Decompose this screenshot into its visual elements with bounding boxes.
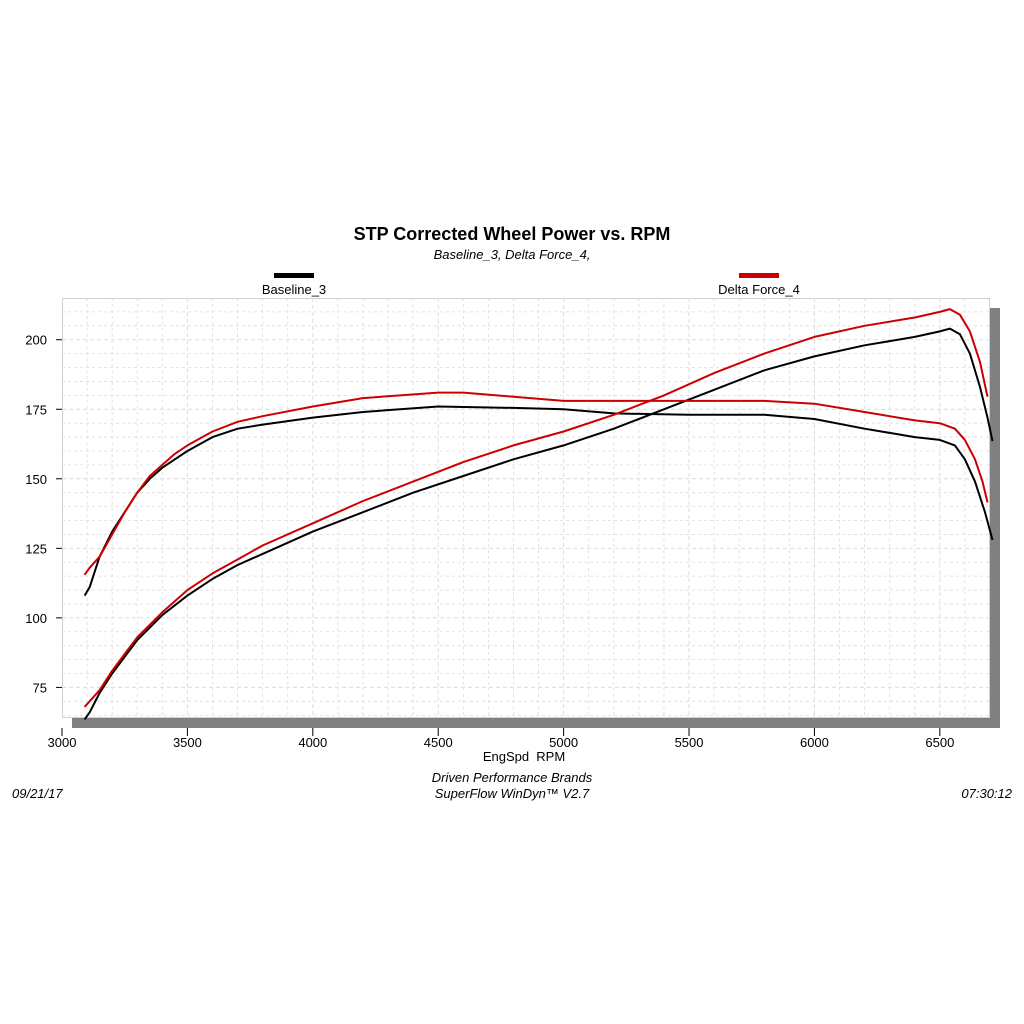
chart-title: STP Corrected Wheel Power vs. RPM [353, 224, 671, 244]
legend-item-delta-force: Delta Force_4 [679, 273, 839, 297]
y-tick-label: 150 [25, 472, 47, 487]
x-tick-label: 4500 [424, 735, 453, 750]
x-tick-label: 6500 [925, 735, 954, 750]
legend-swatch-baseline [274, 273, 314, 278]
x-axis-label: EngSpd RPM [483, 749, 565, 764]
series-line-baseline-torque-like [83, 405, 994, 597]
series-line-delta-force-torque-like [83, 391, 989, 576]
legend-label-delta-force: Delta Force_4 [718, 282, 800, 297]
footer-date: 09/21/17 [12, 786, 63, 801]
footer-company: Driven Performance Brands [431, 770, 593, 785]
footer-software: SuperFlow WinDyn™ V2.7 [434, 786, 590, 801]
legend-label-baseline: Baseline_3 [261, 282, 327, 297]
x-tick-label: 4000 [298, 735, 327, 750]
x-tick-label: 5000 [549, 735, 578, 750]
y-tick-label: 75 [33, 680, 47, 695]
y-tick-label: 125 [25, 541, 47, 556]
x-tick-label: 5500 [675, 735, 704, 750]
series-layer [83, 308, 994, 720]
x-tick-label: 6000 [800, 735, 829, 750]
legend-swatch-delta-force [739, 273, 779, 278]
legend-item-baseline: Baseline_3 [214, 273, 374, 297]
series-line-delta-force-power [83, 308, 989, 708]
series-line-baseline-power [83, 327, 994, 720]
y-tick-label: 100 [25, 611, 47, 626]
plot-area [62, 298, 990, 718]
axis-layer: 3000 3500 4000 4500 5000 5500 6000 6500 75 100 125… [25, 333, 954, 750]
x-tick-label: 3000 [48, 735, 77, 750]
x-tick-label: 3500 [173, 735, 202, 750]
chart-subtitle: Baseline_3, Delta Force_4, [433, 247, 591, 262]
grid-layer [62, 298, 990, 718]
footer-time: 07:30:12 [961, 786, 1012, 801]
y-tick-label: 175 [25, 402, 47, 417]
y-tick-label: 200 [25, 333, 47, 348]
